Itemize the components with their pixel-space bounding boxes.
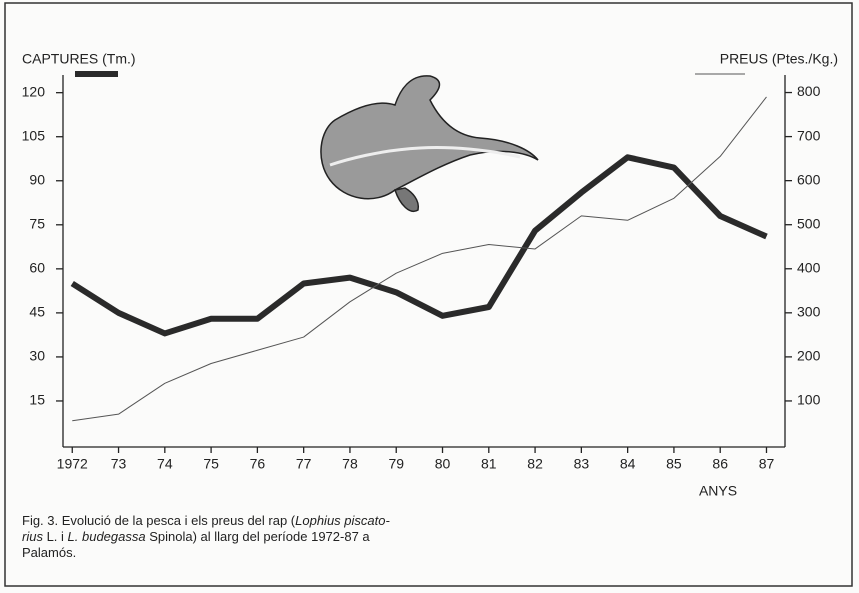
caption-part: Lophius piscato- [295,513,390,528]
y2-tick-label: 100 [797,392,821,408]
y-tick-label: 15 [29,392,45,408]
x-tick-label: 79 [388,456,404,472]
chart: ANYS Fig. 3. Evolució de la pesca i els … [0,0,859,593]
y2-tick-label: 300 [797,304,821,320]
x-tick-label: 83 [574,456,590,472]
y-tick-label: 75 [29,216,45,232]
caption-part: Fig. 3. Evolució de la pesca i els preus… [22,513,296,528]
caption-part: L. budegassa [68,529,146,544]
x-tick-label: 78 [342,456,358,472]
x-tick-label: 87 [759,456,775,472]
fish-illustration [321,76,538,211]
y-tick-label: 90 [29,171,45,187]
x-tick-label: 86 [712,456,728,472]
x-tick-label: 1972 [57,456,88,472]
y2-tick-label: 200 [797,348,821,364]
series-line [72,157,766,333]
y-tick-label: 45 [29,304,45,320]
page: ANYS Fig. 3. Evolució de la pesca i els … [0,0,859,593]
y2-tick-label: 500 [797,215,821,231]
y2-tick-label: 800 [797,83,821,99]
y2-tick-label: 700 [797,127,821,143]
x-axis-label: ANYS [699,483,737,499]
caption-part: L. i [43,529,68,544]
x-tick-label: 81 [481,456,497,472]
caption: Fig. 3. Evolució de la pesca i els preus… [22,513,390,560]
x-tick-label: 82 [527,456,543,472]
x-tick-label: 77 [296,456,312,472]
y-tick-label: 60 [29,260,45,276]
y-tick-label: 30 [29,348,45,364]
caption-part: Spinola) al llarg del període 1972-87 a [146,529,371,544]
x-tick-label: 80 [435,456,451,472]
x-tick-label: 74 [157,456,173,472]
x-tick-label: 76 [250,456,266,472]
caption-part: Palamós. [22,545,76,560]
y-tick-label: 120 [22,83,46,99]
y-tick-label: 105 [22,127,46,143]
caption-part: rius [22,529,43,544]
x-tick-label: 84 [620,456,636,472]
x-tick-label: 75 [203,456,219,472]
x-tick-label: 85 [666,456,682,472]
legend-label: PREUS (Ptes./Kg.) [720,51,838,67]
y2-tick-label: 600 [797,171,821,187]
x-tick-label: 73 [111,456,127,472]
y2-tick-label: 400 [797,259,821,275]
legend-label: CAPTURES (Tm.) [22,51,136,67]
